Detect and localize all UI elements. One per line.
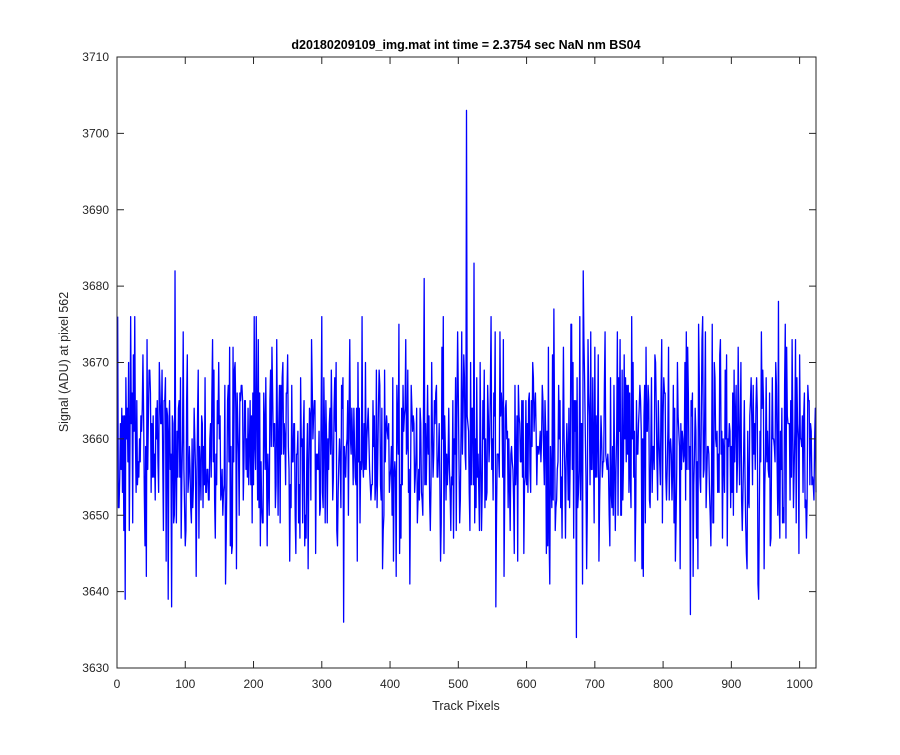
y-tick-label: 3670	[82, 356, 109, 370]
axes-layer: 0 100 200 300 400 500 600 700 800 900 1000 3630 3640…	[82, 50, 817, 691]
x-tick-label: 100	[175, 677, 195, 691]
x-tick-label: 800	[653, 677, 673, 691]
x-tick-label: 400	[380, 677, 400, 691]
y-tick-label: 3680	[82, 279, 109, 293]
x-tick-label: 500	[448, 677, 468, 691]
data-layer	[117, 109, 817, 639]
y-axis-title: Signal (ADU) at pixel 562	[57, 292, 71, 432]
x-axis-title: Track Pixels	[432, 699, 500, 713]
y-tick-label: 3640	[82, 585, 109, 599]
y-tick-label: 3660	[82, 432, 109, 446]
x-tick-label: 900	[721, 677, 741, 691]
x-tick-label: 600	[517, 677, 537, 691]
series-line	[117, 109, 817, 639]
x-tick-label: 0	[114, 677, 121, 691]
x-tick-label: 200	[244, 677, 264, 691]
y-tick-label: 3690	[82, 203, 109, 217]
x-tick-label: 700	[585, 677, 605, 691]
y-tick-label: 3650	[82, 508, 109, 522]
y-tick-label: 3710	[82, 50, 109, 64]
y-tick-label: 3630	[82, 661, 109, 675]
y-tick-label: 3700	[82, 126, 109, 140]
x-tick-label: 300	[312, 677, 332, 691]
x-tick-label: 1000	[786, 677, 813, 691]
chart-title: d20180209109_img.mat int time = 2.3754 s…	[291, 38, 640, 52]
